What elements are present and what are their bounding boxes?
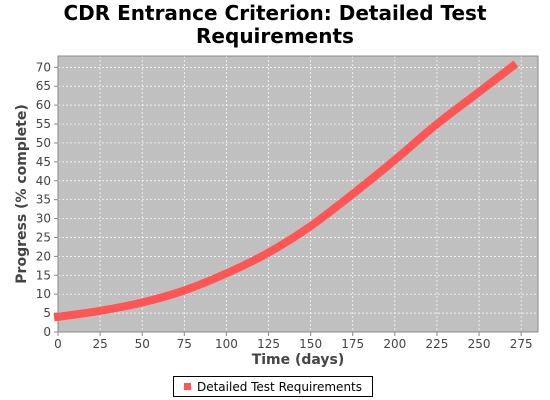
x-tick-label: 275 <box>510 337 533 351</box>
x-axis-label: Time (days) <box>252 352 345 368</box>
y-tick-label: 45 <box>36 155 51 169</box>
x-tick-label: 100 <box>215 337 238 351</box>
x-tick-label: 125 <box>257 337 280 351</box>
y-tick-label: 10 <box>36 287 51 301</box>
tick-labels: 0 25 50 75 100 125 150 175 200 225 250 275 0 5 10 15 20 2… <box>36 60 533 351</box>
y-tick-label: 15 <box>36 268 51 282</box>
x-tick-label: 225 <box>425 337 448 351</box>
legend: Detailed Test Requirements <box>173 376 373 397</box>
plot-border <box>57 55 539 333</box>
y-tick-label: 55 <box>36 117 51 131</box>
chart-title: CDR Entrance Criterion: Detailed Test Re… <box>0 2 550 48</box>
series-line <box>53 60 519 322</box>
x-tick-label: 175 <box>341 337 364 351</box>
chart-title-line-2: Requirements <box>196 24 354 48</box>
y-tick-label: 5 <box>43 306 51 320</box>
y-tick-label: 35 <box>36 193 51 207</box>
legend-label: Detailed Test Requirements <box>196 379 363 394</box>
x-tick-label: 150 <box>299 337 322 351</box>
y-tick-label: 50 <box>36 136 51 150</box>
y-tick-label: 40 <box>36 174 51 188</box>
y-tick-label: 20 <box>36 249 51 263</box>
legend-swatch-icon <box>183 383 191 390</box>
chart-title-line-1: CDR Entrance Criterion: Detailed Test <box>63 1 487 25</box>
x-tick-label: 75 <box>177 337 192 351</box>
x-tick-label: 25 <box>92 337 107 351</box>
x-tick-label: 0 <box>54 337 62 351</box>
x-tick-label: 200 <box>383 337 406 351</box>
x-tick-label: 50 <box>135 337 150 351</box>
y-tick-label: 65 <box>36 79 51 93</box>
y-axis-label: Progress (% complete) <box>14 104 30 283</box>
y-tick-label: 70 <box>36 60 51 74</box>
y-tick-label: 0 <box>43 325 51 339</box>
axes <box>54 55 539 336</box>
y-tick-label: 60 <box>36 98 51 112</box>
plot-area <box>58 56 538 332</box>
y-tick-label: 30 <box>36 212 51 226</box>
x-tick-label: 250 <box>468 337 491 351</box>
series-layer <box>53 60 519 322</box>
y-tick-label: 25 <box>36 230 51 244</box>
